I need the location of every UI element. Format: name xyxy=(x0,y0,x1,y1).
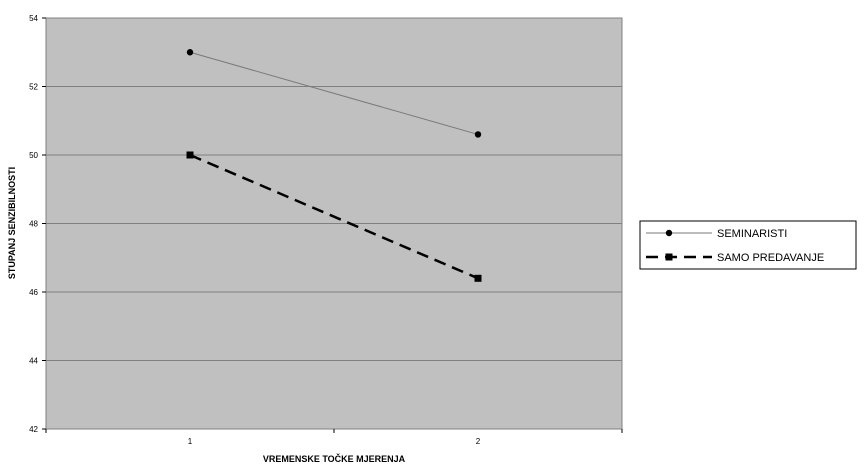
legend-marker xyxy=(665,229,673,237)
y-axis: 42 44 46 48 50 52 54 xyxy=(29,14,46,434)
data-point xyxy=(186,49,194,56)
data-point xyxy=(474,131,482,138)
data-point xyxy=(186,151,194,159)
legend: SEMINARISTI SAMO PREDAVANJE xyxy=(639,220,857,270)
series-layer xyxy=(186,49,482,282)
series-line-2 xyxy=(189,153,479,280)
y-tick-label: 48 xyxy=(29,220,38,229)
y-tick-label: 52 xyxy=(29,83,38,92)
x-tick-label: 1 xyxy=(188,437,193,446)
x-axis-label: VREMENSKE TOČKE MJERENJA xyxy=(263,453,406,464)
gridlines xyxy=(46,86,622,361)
legend-label: SAMO PREDAVANJE xyxy=(717,252,824,264)
y-axis-label: STUPANJ SENZIBILNOSTI xyxy=(7,167,17,279)
x-tick-label: 2 xyxy=(476,437,481,446)
series-line-1 xyxy=(189,51,479,135)
legend-label: SEMINARISTI xyxy=(717,228,787,240)
legend-marker xyxy=(665,253,673,261)
y-tick-label: 44 xyxy=(29,357,38,366)
y-tick-label: 54 xyxy=(29,14,38,23)
y-tick-label: 42 xyxy=(29,425,38,434)
y-tick-label: 46 xyxy=(29,288,38,297)
legend-box xyxy=(639,220,857,270)
y-tick-label: 50 xyxy=(29,151,38,160)
data-point xyxy=(474,274,482,282)
